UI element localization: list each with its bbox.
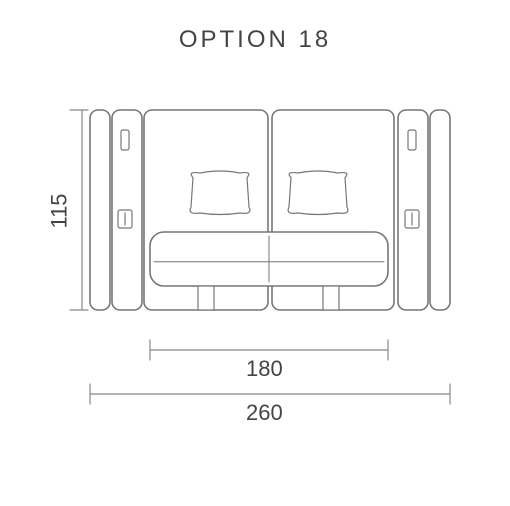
furniture-diagram	[0, 0, 510, 506]
